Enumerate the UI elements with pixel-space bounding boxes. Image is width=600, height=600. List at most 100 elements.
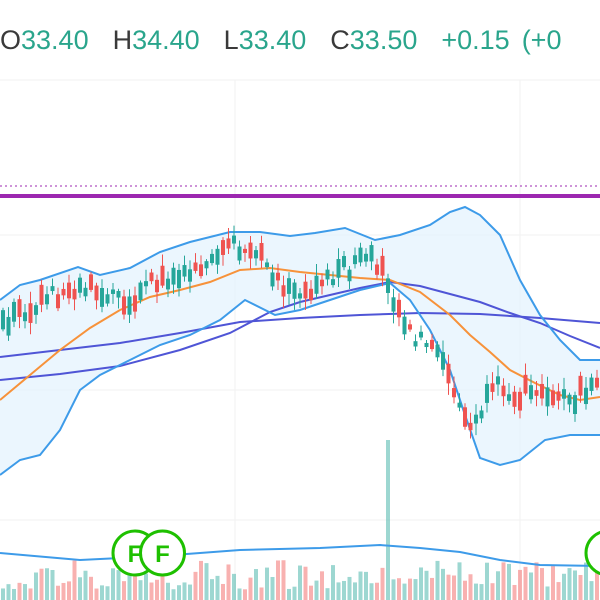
volume-bar <box>138 580 143 600</box>
volume-bar <box>237 588 242 600</box>
volume-bar <box>83 570 88 600</box>
volume-bar <box>595 562 599 600</box>
volume-bar <box>556 582 561 600</box>
volume-bar <box>424 570 429 600</box>
candlestick <box>204 261 209 269</box>
moving-average-short-line <box>0 266 600 402</box>
volume-bar <box>72 560 77 600</box>
volume-bar <box>177 585 181 600</box>
candlestick <box>138 282 143 301</box>
candlestick <box>529 385 533 400</box>
volume-bar <box>342 580 346 600</box>
volume-bar <box>452 575 456 600</box>
candlestick <box>430 339 434 350</box>
candlestick <box>490 383 495 392</box>
candlestick <box>6 316 11 336</box>
volume-bar <box>171 589 176 600</box>
earnings-marker[interactable]: F <box>139 529 186 577</box>
candlestick <box>237 246 242 261</box>
volume-bar <box>287 588 291 600</box>
candlestick <box>325 269 330 280</box>
volume-bar <box>468 574 473 600</box>
candlestick <box>463 407 467 427</box>
earnings-marker[interactable]: F <box>584 530 600 576</box>
volume-bar <box>6 584 11 600</box>
high-value: 34.40 <box>132 25 200 55</box>
volume-bar <box>122 581 126 600</box>
event-markers: FFF <box>111 529 600 577</box>
volume-bar <box>545 586 550 600</box>
volume-bar <box>265 567 269 600</box>
indicator-lines <box>0 205 600 476</box>
candlestick <box>441 352 445 370</box>
candlestick <box>540 383 544 399</box>
candlestick <box>408 324 412 330</box>
candlestick <box>243 248 247 253</box>
volume-bar <box>309 585 313 600</box>
candlestick <box>111 289 115 294</box>
volume-bar <box>408 578 412 600</box>
volume-bar <box>166 582 170 600</box>
volume-bar <box>386 440 390 600</box>
candlestick <box>193 262 198 271</box>
candlestick <box>56 294 60 309</box>
candlestick <box>347 269 352 282</box>
candlestick <box>149 272 154 282</box>
alert-lines <box>0 185 600 198</box>
candlestick <box>160 265 165 286</box>
candlestick <box>166 278 170 290</box>
candlestick <box>468 422 473 431</box>
volume-bar <box>331 565 335 600</box>
candlestick <box>116 291 121 298</box>
volume-bar <box>298 565 302 600</box>
candlestick <box>353 255 357 265</box>
volume-bar <box>479 584 484 600</box>
volume-bar <box>133 568 137 600</box>
candlestick <box>133 295 137 312</box>
volume-bar <box>116 570 121 600</box>
change-value: +0.15 <box>441 25 510 55</box>
volume-bar <box>534 562 539 600</box>
volume-bar <box>56 585 60 600</box>
candlestick <box>28 303 33 323</box>
bollinger-band-fill <box>0 207 600 475</box>
volume-bar <box>149 582 154 600</box>
volume-bar <box>584 562 588 600</box>
candlestick <box>188 269 192 282</box>
candlestick <box>105 294 110 304</box>
candlestick <box>177 269 181 289</box>
candlestick <box>122 296 126 315</box>
candlestick <box>72 288 77 300</box>
volume-bar <box>397 578 401 600</box>
candlestick <box>23 312 27 322</box>
candlestick <box>226 238 231 249</box>
volume-bar <box>364 571 368 600</box>
volume-bar <box>292 586 297 600</box>
candlestick <box>380 255 385 276</box>
candlestick <box>254 250 258 259</box>
candlestick <box>298 293 302 299</box>
volume-bar <box>457 562 462 600</box>
candlestick <box>386 278 390 293</box>
candlestick <box>512 391 517 407</box>
volume-bar <box>485 562 489 600</box>
volume-bar <box>215 575 220 600</box>
volume-bar <box>127 562 132 600</box>
candlestick <box>419 331 423 338</box>
candlestick <box>391 297 396 312</box>
bollinger-upper-line <box>0 205 600 361</box>
volume-bar <box>369 583 374 600</box>
candlestick <box>507 394 511 401</box>
candlestick <box>320 279 324 287</box>
candlestick <box>518 391 522 411</box>
volume-bar <box>391 579 396 600</box>
candlestick <box>496 376 500 385</box>
candlestick <box>292 282 297 299</box>
candlesticks <box>1 225 599 439</box>
candlestick <box>397 299 401 318</box>
open-label: O <box>0 25 22 55</box>
candlestick <box>402 316 407 335</box>
candlestick <box>50 286 55 292</box>
